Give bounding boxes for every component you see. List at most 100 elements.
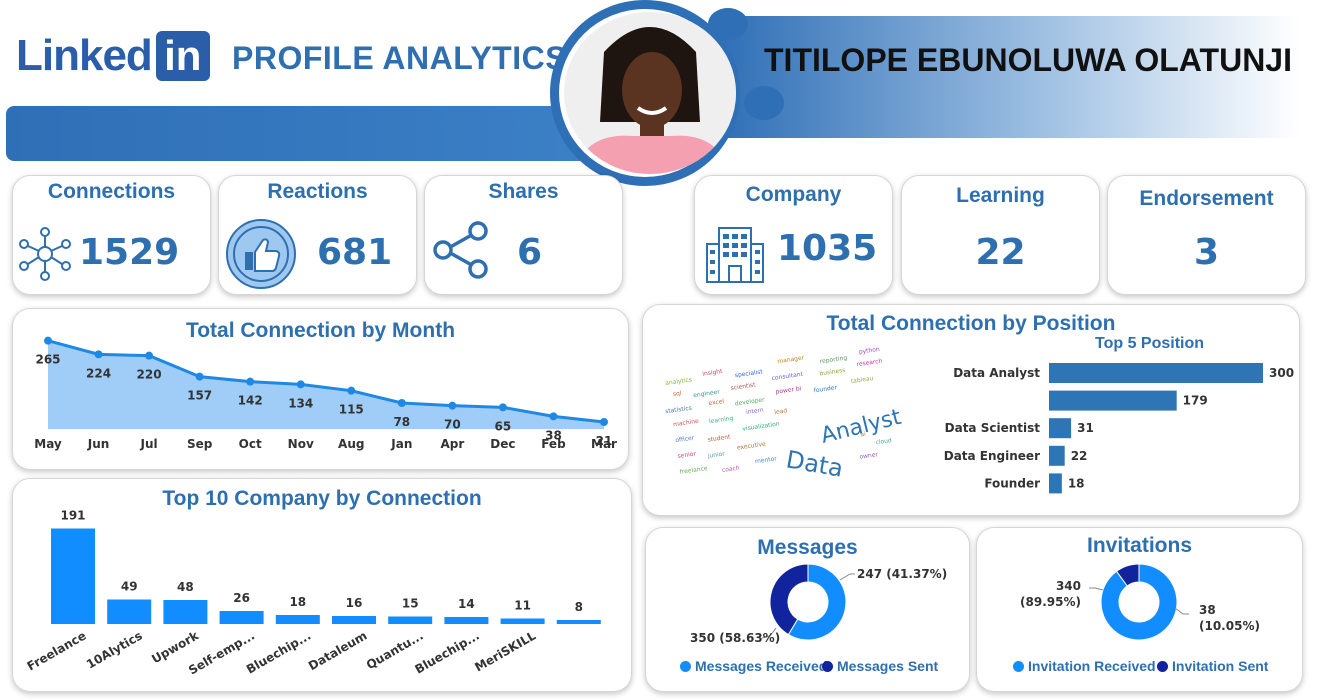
network-icon bbox=[19, 227, 71, 281]
data-point bbox=[448, 401, 457, 410]
data-label: 21 bbox=[596, 434, 613, 448]
svg-text:insight: insight bbox=[702, 368, 724, 378]
svg-text:power bi: power bi bbox=[775, 385, 802, 396]
svg-text:tableau: tableau bbox=[850, 375, 874, 385]
svg-text:machine: machine bbox=[673, 418, 700, 429]
data-label: 22 bbox=[1071, 449, 1088, 463]
leader-line bbox=[1174, 607, 1189, 615]
x-tick-label: May bbox=[34, 437, 62, 451]
kpi-label: Company bbox=[745, 183, 842, 206]
chart-title: Top 10 Company by Connection bbox=[162, 487, 482, 510]
panel-connection-by-position: Total Connection by Position Top 5 Posit… bbox=[642, 304, 1300, 516]
chart-subtitle: Top 5 Position bbox=[1095, 335, 1205, 352]
data-point bbox=[549, 412, 558, 421]
svg-text:statistics: statistics bbox=[665, 405, 692, 416]
legend-label: Invitation Received bbox=[1028, 658, 1156, 674]
data-label: 78 bbox=[393, 415, 410, 429]
legend-swatch bbox=[822, 660, 833, 672]
data-label: (10.05%) bbox=[1199, 619, 1260, 633]
donut-slice bbox=[769, 563, 809, 636]
chart-title: Total Connection by Position bbox=[826, 312, 1116, 335]
legend-item: Invitation Sent bbox=[1157, 658, 1268, 674]
x-tick-label: Sep bbox=[187, 437, 213, 451]
legend-swatch bbox=[680, 660, 691, 672]
svg-text:student: student bbox=[707, 433, 731, 443]
data-label: 18 bbox=[1068, 476, 1085, 490]
data-label: 350 (58.63%) bbox=[690, 631, 780, 645]
bar bbox=[1049, 390, 1177, 411]
profile-name: TITILOPE EBUNOLUWA OLATUNJI bbox=[764, 42, 1292, 78]
svg-text:developer: developer bbox=[734, 396, 765, 407]
kpi-label: Endorsement bbox=[1139, 187, 1274, 210]
bar bbox=[1049, 418, 1072, 439]
data-label: 115 bbox=[339, 403, 364, 417]
svg-text:coach: coach bbox=[722, 465, 741, 474]
bar bbox=[275, 615, 320, 624]
x-tick-label: Jan bbox=[390, 437, 412, 451]
svg-text:analytics: analytics bbox=[665, 376, 693, 387]
data-label: 18 bbox=[289, 595, 306, 609]
panel-connection-by-month: Total Connection by Month 265 May 224 Jun 22… bbox=[12, 308, 629, 470]
bar bbox=[219, 611, 264, 624]
data-point bbox=[246, 377, 255, 386]
data-label: 38 bbox=[1199, 603, 1216, 617]
kpi-value: 3 bbox=[1193, 232, 1220, 273]
x-tick-label: 10Alytics bbox=[84, 628, 145, 671]
svg-text:python: python bbox=[858, 346, 880, 356]
data-label: 65 bbox=[495, 419, 512, 433]
y-tick-label: Data Scientist bbox=[945, 421, 1041, 435]
kpi-card-learning: Learning 22 bbox=[901, 175, 1100, 295]
bar bbox=[500, 618, 545, 624]
data-label: 157 bbox=[187, 389, 212, 403]
y-tick-label: Founder bbox=[984, 476, 1040, 490]
bar bbox=[163, 600, 208, 624]
data-label: 15 bbox=[402, 597, 419, 611]
data-label: 14 bbox=[458, 597, 475, 611]
x-tick-label: Aug bbox=[338, 437, 364, 451]
bar bbox=[1049, 445, 1065, 466]
panel-top-company: Top 10 Company by Connection 191 Freelanc… bbox=[12, 478, 632, 692]
x-tick-label: Dec bbox=[490, 437, 515, 451]
x-tick-label: Bluechip... bbox=[244, 628, 313, 676]
svg-text:reporting: reporting bbox=[819, 354, 847, 365]
data-point bbox=[397, 399, 406, 407]
thumbs-up-icon bbox=[226, 219, 296, 289]
svg-text:founder: founder bbox=[813, 384, 838, 394]
page-title: PROFILE ANALYTICS bbox=[232, 40, 568, 76]
kpi-card-connections: Connections 1529 bbox=[12, 175, 211, 295]
svg-text:intern: intern bbox=[746, 407, 765, 416]
data-label: 142 bbox=[238, 394, 263, 408]
data-label: 16 bbox=[346, 596, 363, 610]
kpi-card-reactions: Reactions 681 bbox=[218, 175, 417, 295]
donut-slice bbox=[1115, 563, 1140, 587]
bar-chart: 191Freelance4910Alytics48Upwork26Self-em… bbox=[25, 509, 601, 677]
legend-swatch bbox=[1013, 660, 1024, 672]
data-label: 26 bbox=[233, 591, 250, 605]
x-tick-label: Jul bbox=[140, 437, 158, 451]
donut-slice bbox=[1100, 563, 1178, 641]
legend-item: Invitation Received bbox=[1013, 658, 1156, 674]
donut-chart: 340 (89.95%) 38 (10.05%) bbox=[1020, 563, 1260, 641]
kpi-value: 6 bbox=[517, 232, 543, 273]
svg-text:engineer: engineer bbox=[693, 388, 721, 399]
kpi-label: Reactions bbox=[267, 180, 368, 203]
chart-title: Invitations bbox=[1086, 534, 1192, 557]
x-tick-label: Apr bbox=[440, 437, 464, 451]
x-tick-label: Freelance bbox=[25, 628, 89, 673]
legend-swatch bbox=[1157, 660, 1168, 672]
donut-slice bbox=[787, 563, 847, 641]
linkedin-logo: Linked in bbox=[16, 30, 210, 82]
bar bbox=[1049, 473, 1062, 494]
svg-text:lead: lead bbox=[774, 407, 788, 416]
profile-photo bbox=[564, 12, 736, 174]
panel-invitations: Invitations 340 (89.95%) 38 (10.05%) Invita… bbox=[976, 527, 1303, 692]
logo-box: in bbox=[155, 31, 210, 81]
svg-text:business: business bbox=[819, 367, 846, 378]
decor-dot bbox=[708, 8, 748, 40]
bar bbox=[51, 528, 95, 624]
data-label: 220 bbox=[137, 368, 162, 382]
data-label: 179 bbox=[1183, 394, 1208, 408]
kpi-value: 22 bbox=[975, 232, 1026, 273]
area-chart: 265 May 224 Jun 220 Jul 157 Sep 142 Oct 134 Nov 115 A… bbox=[34, 336, 617, 451]
bar bbox=[1049, 363, 1263, 383]
